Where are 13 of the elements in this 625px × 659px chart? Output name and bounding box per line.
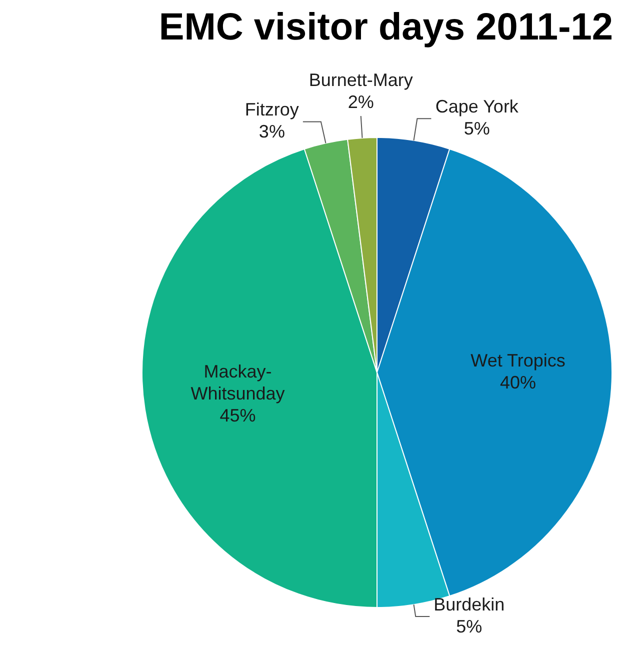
chart-title: EMC visitor days 2011-12 [158, 6, 613, 48]
data-label: 45% [220, 406, 256, 426]
slice-label: Fitzroy [244, 100, 299, 120]
data-label: 5% [456, 616, 482, 636]
data-label: 40% [500, 372, 536, 392]
data-label: 5% [464, 118, 490, 139]
slice-label: Burdekin [434, 594, 505, 614]
slice-label: Burnett-Mary [308, 70, 413, 90]
slice-label: Cape York [435, 96, 520, 117]
slice-label: Mackay-Whitsunday [190, 362, 285, 404]
slice-label: Wet Tropics [470, 350, 566, 370]
data-label: 2% [348, 92, 374, 112]
data-label: 3% [258, 122, 285, 142]
